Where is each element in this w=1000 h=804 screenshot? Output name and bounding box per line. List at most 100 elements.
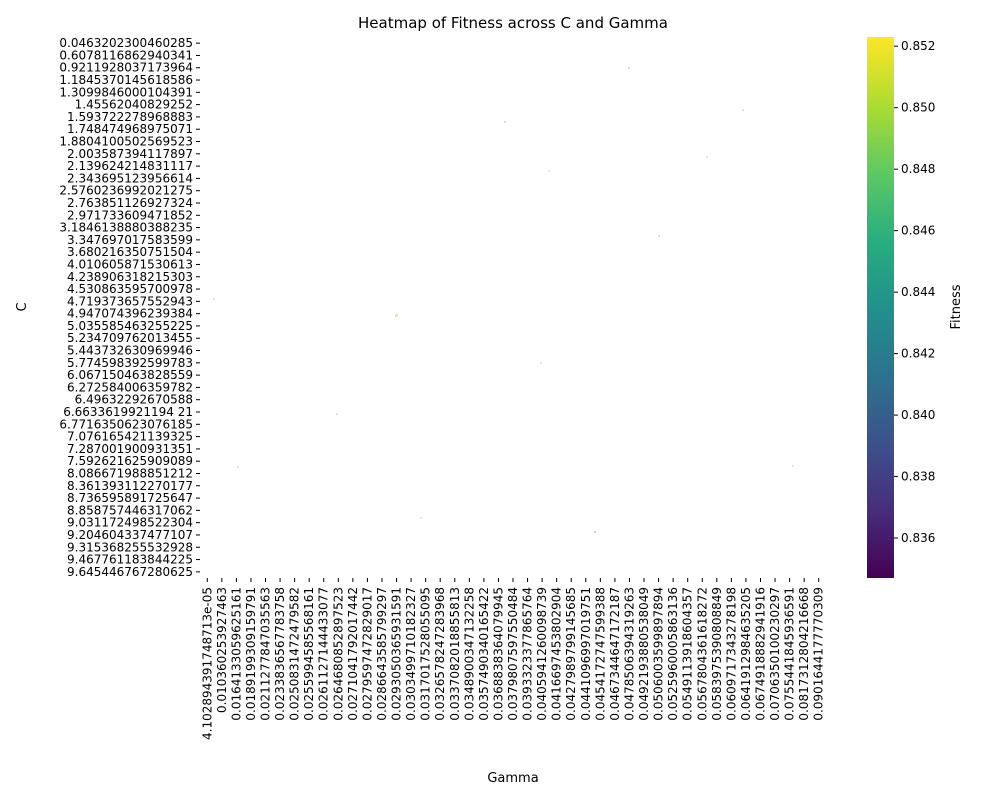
x-tick-label: 0.0901644177770309 (812, 587, 826, 721)
heatmap-cell (237, 466, 239, 468)
colorbar-tick-label: 0.850 (901, 101, 935, 115)
x-tick-label: 0.0583975390808849 (710, 587, 724, 721)
x-tick-label: 0.0641912984635205 (739, 587, 753, 721)
x-tick-label: 0.0441096997019751 (579, 587, 593, 721)
y-tick-label: 1.8804100502569523 (59, 135, 193, 149)
colorbar-tick-label: 0.848 (901, 162, 935, 176)
x-tick-label: 0.0478506394319263 (622, 587, 636, 721)
y-tick-label: 0.9211928037173964 (59, 61, 193, 75)
colorbar-tick-label: 0.846 (901, 224, 935, 238)
x-tick-label: 0.0506003599897894 (652, 587, 666, 721)
y-tick-label: 5.443732630969946 (67, 344, 193, 358)
x-tick-label: 0.0706350100230297 (768, 587, 782, 721)
y-tick-label: 3.1846138880388235 (59, 221, 193, 235)
y-tick-label: 2.003587394117897 (67, 147, 193, 161)
y-tick-label: 2.139624214831117 (67, 159, 193, 173)
y-tick-label: 6.7716350623076185 (59, 417, 193, 431)
y-tick-label: 7.287001900931351 (67, 442, 193, 456)
colorbar-ticks: 0.836 0.838 0.840 0.842 0.844 0.846 0.848 0.850… (894, 39, 935, 545)
x-tick-label: 0.0164133059625161 (229, 587, 243, 721)
x-tick-label: 0.0293050365931591 (390, 587, 404, 721)
chart-title: Heatmap of Fitness across C and Gamma (358, 14, 668, 32)
x-tick-label: 0.0271041792017442 (346, 587, 360, 721)
y-tick-label: 6.272584006359782 (67, 380, 193, 394)
x-tick-label: 0.0233836567783758 (273, 587, 287, 721)
y-tick-label: 1.593722278968883 (67, 110, 193, 124)
y-tick-label: 0.0463202300460285 (59, 36, 193, 50)
x-tick-label: 0.0286643585799297 (375, 587, 389, 721)
x-tick-label: 0.010360253927463 (215, 587, 229, 713)
x-tick-label: 0.0609717343278198 (724, 587, 738, 721)
colorbar-tick-label: 0.838 (901, 470, 935, 484)
y-tick-label: 8.736595891725647 (67, 491, 193, 505)
colorbar-label: Fitness (949, 284, 964, 329)
x-tick-label: 0.0454172747599388 (593, 587, 607, 721)
x-tick-label: 0.0492193880538049 (637, 587, 651, 721)
y-tick-label: 8.858757446317062 (67, 503, 193, 517)
y-tick-label: 4.947074396239384 (67, 307, 193, 321)
x-tick-label: 0.0379807597550484 (506, 587, 520, 721)
heatmap-cell (213, 298, 215, 300)
y-tick-label: 7.592621625909089 (67, 454, 193, 468)
heatmap-cell (628, 67, 630, 69)
x-axis: 4.102894391748713e-05 0.010360253927463 0.… (200, 578, 826, 740)
heatmap-cell (395, 314, 398, 317)
x-tick-label: 0.0525960005863136 (666, 587, 680, 721)
y-tick-label: 1.1845370145618586 (59, 73, 193, 87)
colorbar-tick-label: 0.844 (901, 285, 935, 299)
x-tick-label: 0.0427989799145685 (564, 587, 578, 721)
y-tick-label: 2.971733609471852 (67, 208, 193, 222)
x-tick-label: 0.0755441845936591 (783, 587, 797, 721)
y-tick-label: 3.680216350751504 (67, 245, 193, 259)
y-tick-label: 0.6078116862940341 (59, 48, 193, 62)
heatmap-cell (792, 465, 794, 467)
y-tick-label: 2.5760236992021275 (59, 184, 193, 198)
heatmap-cell (742, 109, 744, 111)
y-tick-label: 4.719373657552943 (67, 294, 193, 308)
heatmap-cell (504, 121, 506, 123)
colorbar-tick-label: 0.840 (901, 408, 935, 422)
x-tick-label: 0.0326578247283968 (433, 587, 447, 721)
y-tick-label: 1.3099846000104391 (59, 85, 193, 99)
x-tick-label: 0.0250831472479582 (288, 587, 302, 721)
x-tick-label: 0.0255994585568161 (302, 587, 316, 721)
x-tick-label: 0.0348900347132258 (462, 587, 476, 721)
x-tick-label: 4.102894391748713e-05 (200, 587, 214, 740)
colorbar-tick-label: 0.852 (901, 39, 935, 53)
x-tick-label: 0.0393323377865764 (521, 587, 535, 721)
x-tick-label: 0.0264680852897523 (331, 587, 345, 721)
y-tick-label: 9.315368255532928 (67, 540, 193, 554)
x-tick-label: 0.0549113918604357 (681, 587, 695, 721)
y-tick-label: 8.361393112270177 (67, 479, 193, 493)
y-tick-label: 9.031172498522304 (67, 516, 193, 530)
plot-area (200, 37, 826, 578)
x-tick-label: 0.0303499710182327 (404, 587, 418, 721)
y-tick-label: 6.49632292670588 (75, 393, 193, 407)
heatmap-cell (540, 362, 542, 364)
y-tick-label: 4.010605871530613 (67, 257, 193, 271)
y-tick-label: 1.45562040829252 (75, 98, 193, 112)
x-tick-label: 0.0674918882941916 (753, 587, 767, 721)
colorbar-tick-label: 0.842 (901, 347, 935, 361)
x-tick-label: 0.0279597472829017 (360, 587, 374, 721)
y-tick-label: 9.645446767280625 (67, 565, 193, 579)
x-tick-label: 0.0405941260098739 (535, 587, 549, 721)
heatmap-cell (658, 235, 660, 237)
heatmap-cell (420, 517, 422, 519)
y-tick-label: 4.530863595700978 (67, 282, 193, 296)
y-tick-label: 4.238906318215303 (67, 270, 193, 284)
y-axis-label: C (15, 302, 30, 311)
y-axis: 0.04632023004602850.60781168629403410.92… (59, 36, 200, 579)
y-tick-label: 3.347697017583599 (67, 233, 193, 247)
x-tick-label: 0.0567804361618272 (695, 587, 709, 721)
x-tick-label: 0.0337082018855813 (448, 587, 462, 721)
x-tick-label: 0.0368838364079945 (491, 587, 505, 721)
x-axis-label: Gamma (487, 771, 538, 786)
y-tick-label: 1.748474968975071 (67, 122, 193, 136)
heatmap-cell (594, 531, 596, 533)
y-tick-label: 5.234709762013455 (67, 331, 193, 345)
heatmap-cell (548, 170, 550, 172)
y-tick-label: 9.204604337477107 (67, 528, 193, 542)
y-tick-label: 2.343695123956614 (67, 171, 193, 185)
